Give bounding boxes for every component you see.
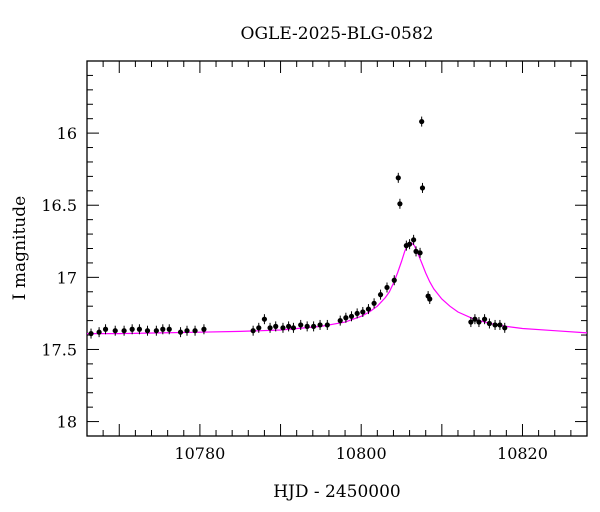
data-point [184,328,190,334]
data-point [324,322,330,328]
data-point [144,328,151,334]
data-point [153,328,159,334]
data-point [406,241,413,247]
data-point [112,328,118,334]
data-point [419,185,426,191]
x-tick-label: 10820 [497,444,548,463]
plot-frame [86,60,588,437]
data-point [360,309,366,315]
data-point [397,201,403,207]
data-point [317,322,323,328]
x-axis-label: HJD - 2450000 [273,482,401,502]
data-point [290,325,297,331]
data-point [411,237,417,243]
data-point [391,277,397,283]
data-point [88,330,94,337]
data-point [427,296,433,302]
data-point [136,326,143,332]
data-point [96,329,102,335]
data-point [102,326,109,332]
data-point [280,325,286,331]
data-point [481,316,488,322]
y-tick-label: 17.5 [41,340,77,359]
model-line [87,241,588,335]
data-point [256,325,262,331]
data-point [267,325,273,331]
data-point [419,118,425,125]
y-tick-label: 18 [57,413,77,432]
data-point [298,322,304,328]
data-point [417,250,423,256]
data-point [286,323,292,329]
data-point [201,326,207,332]
data-point [166,326,172,332]
data-point [261,316,268,322]
model-curve [87,241,588,335]
data-point [160,326,166,332]
data-point [497,322,503,328]
data-point [365,306,372,312]
data-point [311,323,317,329]
y-tick-label: 17 [57,268,77,287]
y-axis-label: I magnitude [10,196,30,300]
data-point [304,323,310,329]
data-point [395,175,401,181]
data-point [413,248,419,254]
data-point [476,319,482,325]
data-point [121,328,127,334]
data-point [377,292,384,298]
x-tick-label: 10800 [336,444,387,463]
data-point [250,328,256,334]
data-point [337,318,343,324]
data-point [354,310,360,317]
data-point [192,328,198,334]
data-point [472,316,478,322]
data-point [177,329,184,335]
data-point [502,325,508,331]
axis-ticks [86,60,588,437]
data-point [348,313,355,319]
data-point [486,320,493,327]
data-point [468,319,474,325]
data-point [343,315,349,321]
data-point [273,323,279,329]
data-point [371,300,377,306]
data-point [129,326,135,332]
data-points [88,116,508,339]
tick-labels: 10780 10800 10820 16 16.5 17 17.5 18 [41,124,548,463]
y-tick-label: 16.5 [41,196,77,215]
y-tick-label: 16 [57,124,77,143]
chart-title: OGLE-2025-BLG-0582 [241,24,434,44]
x-tick-label: 10780 [174,444,225,463]
data-point [384,284,390,291]
data-point [492,322,498,328]
